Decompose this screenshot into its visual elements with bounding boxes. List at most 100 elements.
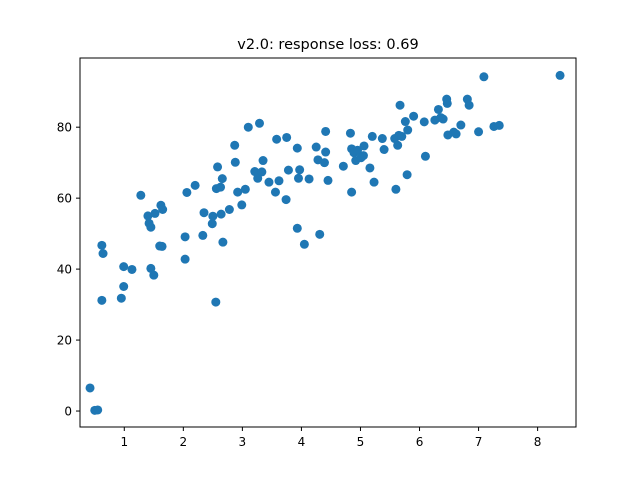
data-point	[250, 167, 260, 177]
data-point	[208, 211, 218, 221]
data-point	[420, 151, 430, 161]
data-point	[264, 177, 274, 187]
y-tick-label: 60	[57, 192, 72, 206]
data-point	[359, 141, 369, 151]
data-point	[323, 175, 333, 185]
data-point	[217, 174, 227, 184]
data-point	[253, 173, 263, 183]
data-point	[321, 126, 331, 136]
data-point	[403, 125, 413, 135]
data-point	[555, 70, 565, 80]
data-point	[281, 195, 291, 205]
data-point	[293, 173, 303, 183]
data-point	[213, 162, 223, 172]
x-tick-label: 7	[475, 435, 483, 449]
data-point	[146, 222, 156, 232]
y-tick-label: 40	[57, 263, 72, 277]
x-tick-label: 2	[180, 435, 188, 449]
data-point	[438, 114, 448, 124]
y-tick-label: 0	[64, 405, 72, 419]
data-point	[218, 237, 228, 247]
data-point	[182, 187, 192, 197]
y-axis: 0 20 40 60 80	[57, 121, 80, 419]
data-point	[211, 297, 221, 307]
data-point	[319, 158, 329, 168]
data-point	[442, 98, 452, 108]
data-point	[119, 282, 129, 291]
data-points	[85, 70, 565, 415]
data-point	[180, 232, 190, 242]
data-point	[198, 230, 208, 240]
data-point	[395, 100, 405, 110]
data-point	[358, 151, 368, 161]
data-point	[474, 127, 484, 137]
data-point	[150, 208, 160, 218]
data-point	[97, 240, 107, 250]
x-tick-label: 6	[416, 435, 424, 449]
data-point	[353, 145, 363, 155]
data-point	[464, 100, 474, 110]
data-point	[393, 140, 403, 150]
data-point	[230, 140, 240, 150]
data-point	[85, 383, 95, 393]
data-point	[494, 120, 504, 130]
data-point	[282, 132, 292, 142]
data-point	[379, 145, 389, 155]
data-point	[377, 134, 387, 144]
data-point	[397, 131, 407, 141]
data-point	[258, 156, 268, 166]
data-point	[207, 219, 217, 229]
data-point	[433, 104, 443, 114]
data-point	[409, 111, 419, 121]
data-point	[127, 264, 137, 274]
data-point	[402, 170, 412, 180]
data-point	[216, 209, 226, 219]
data-point	[93, 405, 103, 415]
data-point	[295, 165, 305, 175]
data-point	[292, 143, 302, 153]
y-tick-label: 20	[57, 334, 72, 348]
data-point	[479, 72, 489, 82]
data-point	[233, 187, 243, 197]
x-tick-label: 1	[120, 435, 128, 449]
x-tick-label: 3	[239, 435, 247, 449]
data-point	[98, 249, 108, 258]
data-point	[190, 180, 200, 190]
data-point	[119, 262, 129, 272]
x-tick-label: 4	[298, 435, 306, 449]
data-point	[345, 128, 355, 138]
data-point	[391, 184, 401, 194]
data-point	[365, 163, 375, 173]
data-point	[255, 118, 264, 128]
chart-title: v2.0: response loss: 0.69	[237, 37, 418, 53]
data-point	[338, 161, 348, 171]
data-point	[243, 122, 253, 132]
data-point	[292, 223, 302, 233]
data-point	[230, 157, 240, 167]
data-point	[199, 208, 209, 218]
x-axis: 1 2 3 4 5 6 7 8	[120, 427, 541, 449]
data-point	[97, 295, 107, 305]
data-point	[157, 241, 167, 251]
data-point	[321, 147, 331, 157]
data-point	[299, 239, 309, 249]
data-point	[315, 229, 325, 239]
data-point	[149, 270, 159, 280]
data-point	[451, 129, 461, 139]
plot-frame	[79, 57, 577, 428]
data-point	[180, 254, 190, 264]
data-point	[283, 165, 293, 175]
data-point	[304, 174, 314, 184]
data-point	[257, 167, 267, 177]
data-point	[216, 182, 226, 192]
data-point	[143, 211, 153, 221]
data-point	[158, 205, 168, 214]
data-point	[224, 205, 234, 214]
data-point	[419, 117, 429, 127]
data-point	[367, 131, 377, 141]
data-point	[146, 263, 156, 273]
data-point	[270, 187, 280, 197]
x-tick-label: 5	[357, 435, 365, 449]
